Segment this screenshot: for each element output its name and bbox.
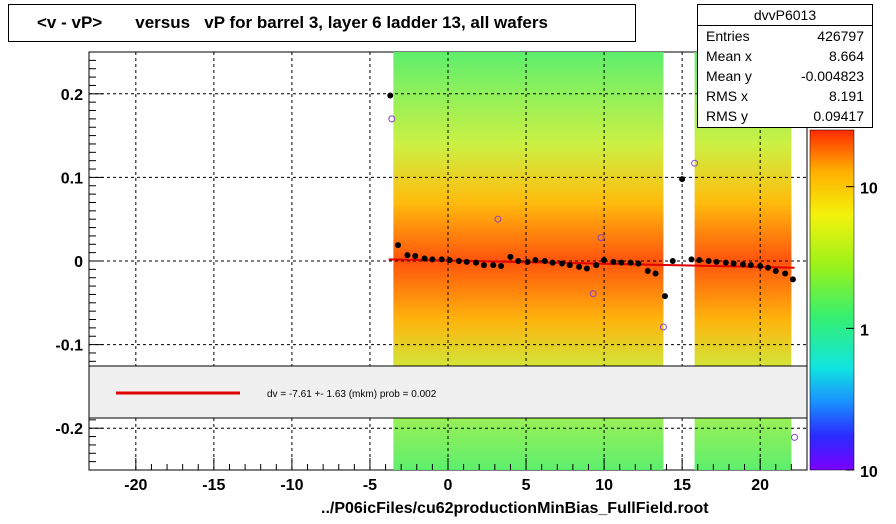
x-tick-label: -5 [363,477,377,494]
profile-point [541,258,548,264]
profile-point [583,265,590,272]
profile-point [549,259,556,266]
profile-point [463,258,470,265]
profile-point [610,258,617,265]
stats-label: Entries [706,28,750,44]
outlier-point [791,433,799,441]
profile-point [747,262,754,269]
profile-point [644,268,651,275]
outlier-point [388,115,396,123]
profile-point [627,259,634,266]
profile-point [652,270,659,277]
profile-point [593,262,600,269]
stats-value: 0.09417 [813,108,864,124]
stats-label: Mean x [706,48,752,64]
fit-legend-text: dv = -7.61 +- 1.63 (mkm) prob = 0.002 [267,389,437,400]
outlier-point [691,159,699,167]
y-axis-ticks: 0.2 0.1 0 -0.1 -0.2 [55,51,103,471]
profile-point [730,260,737,267]
stats-value: -0.004823 [800,68,864,84]
stats-value: 426797 [817,28,864,44]
profile-point [429,256,436,263]
z-tick-label: 10 [860,181,878,198]
profile-point [764,264,771,271]
stats-row: Entries 426797 [698,26,872,46]
stats-row: Mean x 8.664 [698,46,872,66]
profile-point [498,263,505,270]
x-tick-label: 0 [444,477,453,494]
color-scale-bar [809,129,855,471]
footer-filename: ../P06icFiles/cu62productionMinBias_Full… [321,500,709,517]
profile-point [387,92,394,99]
x-tick-label: 20 [751,477,769,494]
outlier-points [388,115,799,441]
profile-point [679,176,686,183]
stats-row: Mean y -0.004823 [698,66,872,86]
stats-label: RMS y [706,108,748,124]
profile-point [515,258,522,264]
profile-point [782,270,789,277]
chart-title: <v - vP> versus vP for barrel 3, layer 6… [8,4,636,42]
y-tick-label: -0.2 [55,421,83,438]
profile-point [438,256,445,263]
profile-point [635,260,642,267]
z-tick-label: 1 [860,322,869,339]
stats-row: RMS y 0.09417 [698,106,872,126]
profile-point [473,259,480,266]
profile-point [421,255,428,262]
profile-point [507,253,514,260]
y-tick-label: -0.1 [55,338,83,355]
x-tick-label: -10 [280,477,303,494]
profile-point [532,257,539,264]
z-tick-label: 10 [860,464,878,481]
profile-point [576,263,583,270]
profile-point [757,263,764,270]
profile-point [740,261,747,268]
profile-point [395,242,402,249]
profile-point [722,259,729,266]
stats-value: 8.191 [828,88,864,104]
outlier-point [589,290,597,298]
y-tick-label: 0 [74,254,83,271]
profile-point [772,268,779,275]
profile-point [524,258,531,265]
stats-label: RMS x [706,88,748,104]
stats-value: 8.664 [828,48,864,64]
profile-point [412,252,419,259]
y-tick-label: 0.1 [61,170,83,187]
profile-point [490,262,497,269]
stats-label: Mean y [706,68,752,84]
stats-row: RMS x 8.191 [698,86,872,106]
profile-point [480,262,487,269]
profile-point [404,252,411,259]
outlier-point [494,215,502,223]
outlier-point [659,323,667,331]
x-axis-ticks: -20 -15 -10 -5 0 5 10 15 20 [124,458,792,494]
y-tick-label: 0.2 [61,87,83,104]
profile-point [618,259,625,266]
profile-point [601,257,608,264]
profile-point [713,258,720,265]
stats-name: dvvP6013 [698,5,872,26]
x-tick-label: 10 [595,477,613,494]
profile-point [455,258,462,264]
profile-point [669,258,676,264]
x-tick-label: -20 [124,477,147,494]
x-tick-label: 5 [522,477,531,494]
color-scale-ticks: 10 1 10 [846,181,878,481]
profile-point [696,257,703,264]
x-tick-label: 15 [673,477,691,494]
outlier-point [597,234,605,242]
profile-point [661,293,668,300]
x-tick-label: -15 [202,477,225,494]
profile-point [566,262,573,269]
profile-point [558,260,565,267]
profile-point [705,258,712,264]
profile-point [446,257,453,264]
profile-point [789,276,796,283]
profile-point [688,256,695,263]
profile-points [387,92,796,300]
stats-box: dvvP6013 Entries 426797 Mean x 8.664 Mea… [697,4,873,128]
